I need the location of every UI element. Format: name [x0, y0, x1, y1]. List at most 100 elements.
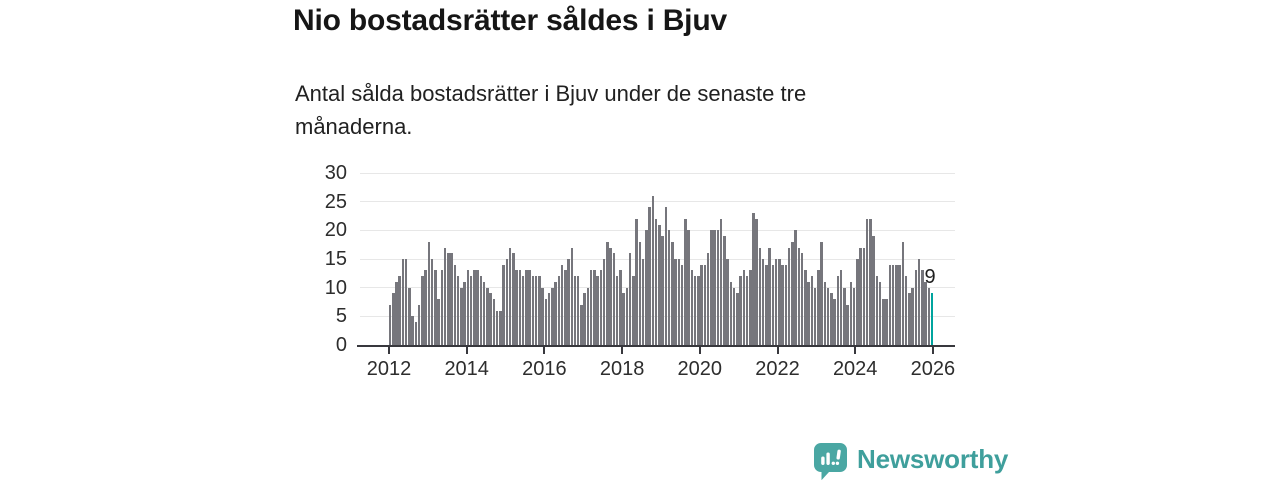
bar: [401, 259, 405, 345]
bar: [521, 276, 525, 345]
x-axis-tick: [621, 347, 624, 354]
bar: [437, 299, 440, 345]
bar: [784, 264, 788, 345]
bar: [547, 293, 551, 345]
bar: [651, 195, 655, 345]
y-axis-tick-label: 5: [335, 305, 347, 328]
bar: [648, 207, 651, 345]
bar: [564, 270, 567, 345]
bar: [817, 270, 820, 345]
bar: [833, 299, 836, 345]
bar: [684, 218, 687, 345]
bar: [499, 310, 502, 345]
bar: [388, 304, 392, 345]
bar: [904, 276, 908, 345]
bar: [706, 253, 710, 345]
bar: [924, 281, 927, 345]
x-axis-tick: [543, 347, 546, 354]
bar: [677, 259, 681, 345]
bar: [921, 270, 924, 345]
x-axis-tick: [854, 347, 857, 354]
bar: [398, 276, 401, 345]
bar: [628, 253, 632, 345]
bar: [554, 281, 557, 345]
x-axis-tick: [465, 347, 468, 354]
bar: [745, 276, 749, 345]
bar: [586, 287, 590, 345]
bar: [622, 293, 625, 345]
bar: [852, 287, 856, 345]
bar: [619, 270, 622, 345]
bar: [778, 259, 781, 345]
bar: [878, 281, 882, 345]
bar: [417, 304, 421, 345]
bar: [525, 270, 528, 345]
x-axis-tick-label: 2026: [910, 358, 956, 380]
x-axis-tick: [388, 347, 390, 354]
bar: [891, 264, 895, 345]
bar: [800, 253, 804, 345]
bar: [414, 322, 418, 345]
bar: [645, 230, 648, 345]
bar: [849, 281, 853, 345]
bar: [508, 247, 512, 345]
bar: [515, 270, 518, 345]
bar: [700, 264, 703, 345]
bar: [719, 218, 723, 345]
bar: [408, 287, 411, 345]
bar: [680, 264, 684, 345]
bar: [443, 247, 447, 345]
bar: [882, 299, 885, 345]
bar: [875, 276, 879, 345]
chart-subtitle: Antal sålda bostadsrätter i Bjuv under d…: [295, 81, 807, 139]
bar: [671, 241, 674, 345]
bar: [580, 304, 583, 345]
bar: [917, 259, 921, 345]
bar: [667, 230, 671, 345]
bar: [544, 299, 548, 345]
chart-title: Nio bostadsrätter såldes i Bjuv: [293, 4, 727, 37]
bar: [463, 281, 466, 345]
bar: [453, 264, 457, 345]
bar: [518, 270, 522, 345]
bar: [804, 270, 807, 345]
x-axis-tick-label: 2024: [832, 358, 878, 380]
y-axis-tick-label: 10: [324, 276, 347, 299]
bar: [914, 270, 918, 345]
bar: [641, 259, 645, 345]
x-axis-tick-label: 2018: [599, 358, 645, 380]
bar: [541, 287, 544, 345]
bar: [768, 247, 771, 345]
bar: [434, 270, 437, 345]
bar: [538, 276, 541, 345]
x-axis-line: [357, 345, 955, 347]
bar: [791, 241, 794, 345]
bar: [888, 264, 892, 345]
bar: [911, 287, 914, 345]
bar: [820, 241, 823, 345]
bar: [710, 230, 713, 345]
y-axis-tick-label: 20: [324, 219, 347, 242]
bar: [427, 241, 431, 345]
bar: [836, 276, 840, 345]
bar: [761, 259, 765, 345]
gridline: [360, 229, 955, 231]
newsworthy-bubble-chart-icon: [814, 443, 847, 480]
bar: [872, 236, 875, 345]
bar: [807, 281, 810, 345]
bar: [794, 230, 797, 345]
bar: [456, 276, 460, 345]
bar: [531, 276, 535, 345]
gridline: [360, 287, 955, 289]
bar: [826, 287, 830, 345]
bar: [421, 276, 424, 345]
bar: [687, 230, 690, 345]
newsworthy-wordmark: Newsworthy: [857, 443, 1009, 474]
x-axis-tick-label: 2020: [677, 358, 723, 380]
bar: [411, 316, 414, 345]
bar: [638, 241, 642, 345]
highlight-value-label: 9: [924, 266, 936, 289]
bar: [469, 276, 473, 345]
bar: [476, 270, 479, 345]
